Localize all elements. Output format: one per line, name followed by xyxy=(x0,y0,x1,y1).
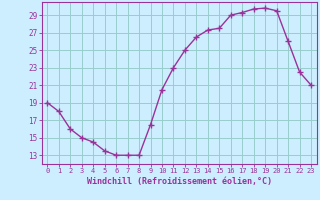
X-axis label: Windchill (Refroidissement éolien,°C): Windchill (Refroidissement éolien,°C) xyxy=(87,177,272,186)
